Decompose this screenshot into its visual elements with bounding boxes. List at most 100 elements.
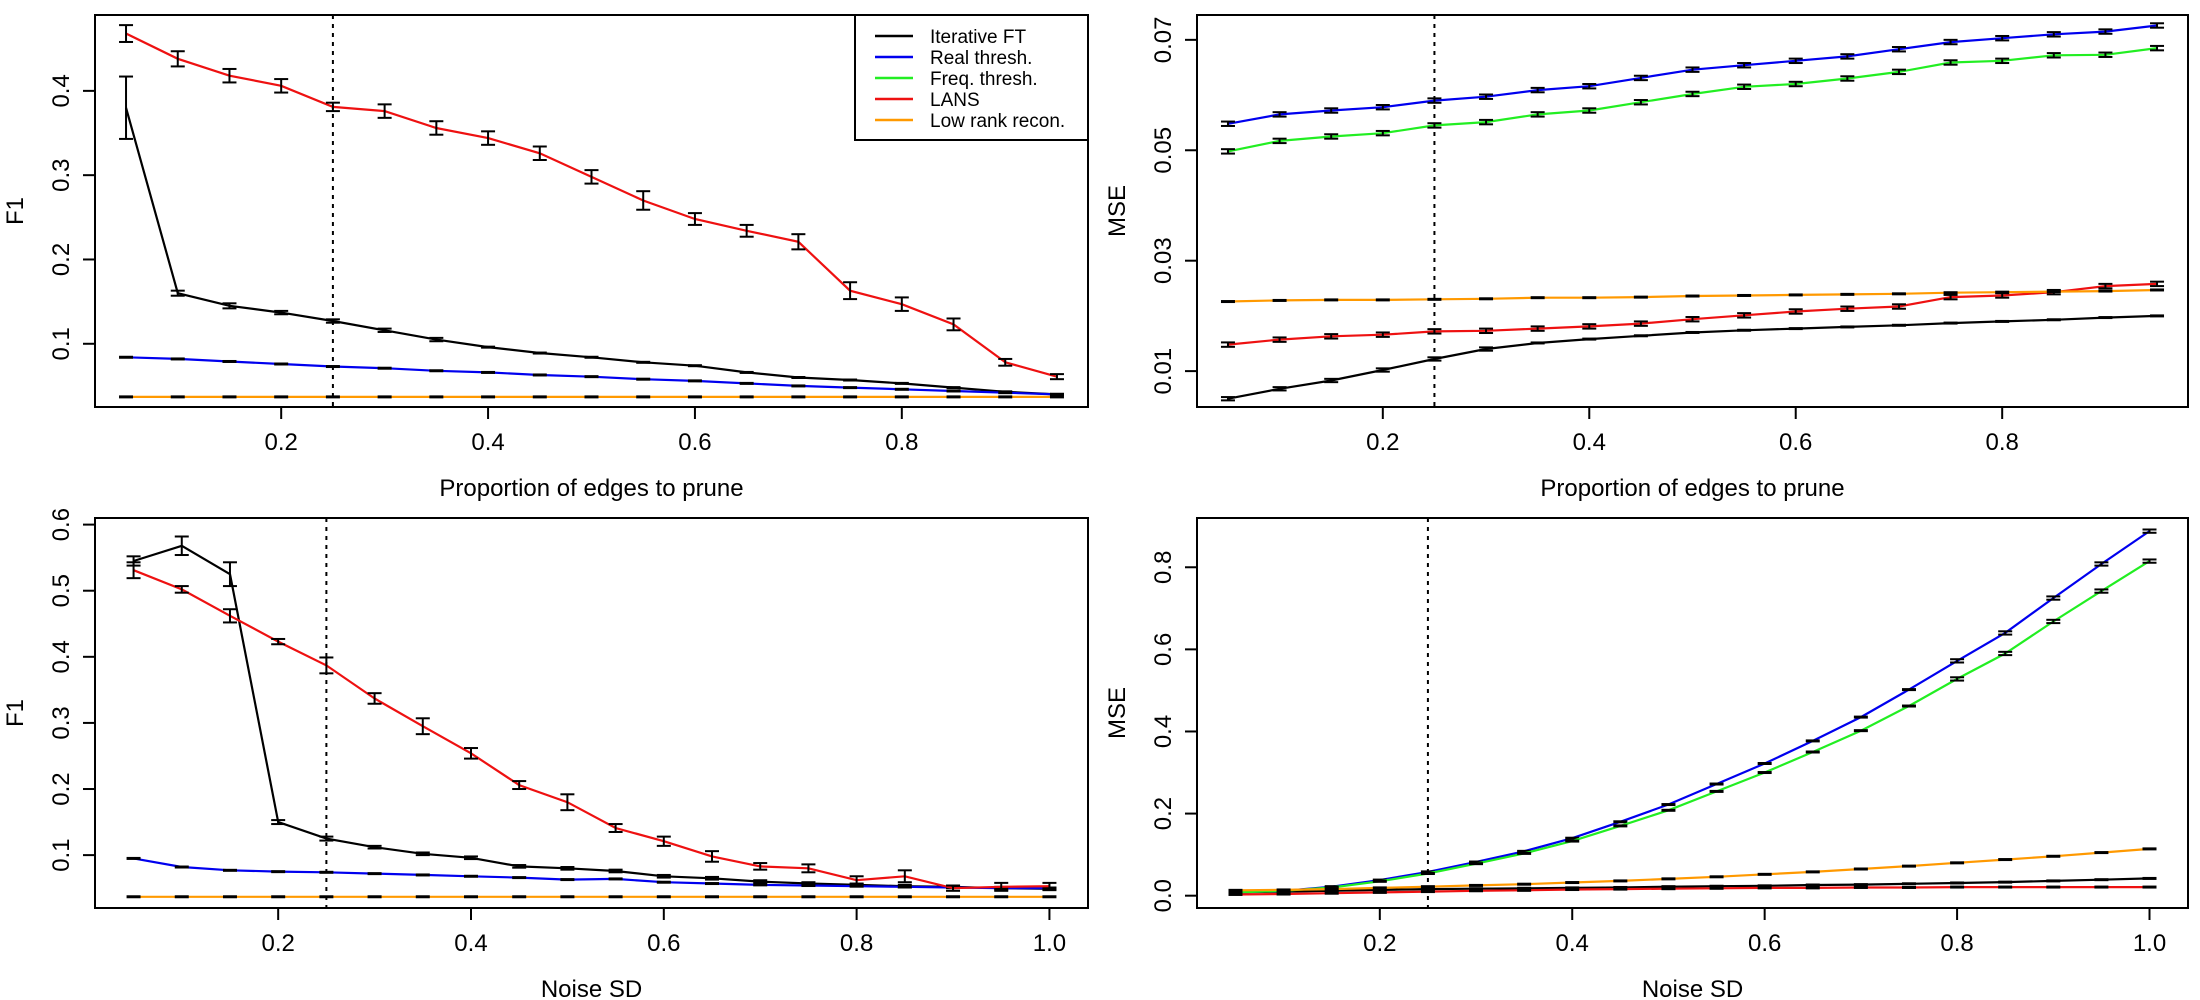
y-tick-label: 0.3 xyxy=(48,706,75,739)
error-bar xyxy=(2150,280,2165,288)
series-freq-thresh xyxy=(1220,44,2165,155)
error-bar xyxy=(222,608,237,624)
error-bar xyxy=(1582,83,1597,90)
x-tick-label: 0.2 xyxy=(265,429,298,456)
error-bar xyxy=(1530,111,1545,118)
error-bar xyxy=(170,289,185,297)
error-bar xyxy=(1943,59,1958,66)
series-line-low-rank-recon xyxy=(1235,847,2150,892)
error-bar xyxy=(998,357,1013,367)
y-tick-label: 0.4 xyxy=(1150,715,1177,748)
y-tick-label: 0.2 xyxy=(48,772,75,805)
error-bar xyxy=(608,868,623,874)
error-bar xyxy=(1427,122,1442,129)
error-bar xyxy=(1272,336,1287,343)
error-bar xyxy=(705,875,720,881)
series-line-iterative-ft xyxy=(1235,877,2150,894)
error-bar xyxy=(636,190,651,211)
series-freq-thresh xyxy=(1228,558,2157,894)
x-tick-label: 0.4 xyxy=(471,429,504,456)
error-bar xyxy=(1950,658,1965,664)
error-bar xyxy=(608,823,623,833)
error-bar xyxy=(367,844,382,850)
error-bar xyxy=(1375,103,1390,111)
series-lans xyxy=(126,561,1057,892)
error-bar xyxy=(843,281,858,301)
error-bar xyxy=(946,317,961,332)
error-bar xyxy=(705,850,720,863)
plot-frame xyxy=(1196,517,2189,909)
error-bar xyxy=(119,24,134,43)
error-bar xyxy=(2046,595,2061,601)
x-axis-label: Noise SD xyxy=(541,976,642,1000)
error-bar xyxy=(271,637,286,646)
error-bar xyxy=(1324,333,1339,340)
error-bar xyxy=(801,863,816,874)
error-bar xyxy=(1324,133,1339,140)
error-bar xyxy=(222,561,237,588)
error-bar xyxy=(1950,676,1965,682)
series-line-real-thresh xyxy=(133,857,1050,890)
error-bar xyxy=(1685,316,1700,323)
error-bar xyxy=(325,318,340,324)
y-tick-label: 0.5 xyxy=(48,574,75,607)
chart-panel-top-right: 0.2 0.4 0.6 0.8 0.01 0.03 0.05 0.07 Proportion o… xyxy=(1104,14,2189,502)
error-bar xyxy=(753,879,768,884)
error-bar xyxy=(1220,396,1235,402)
error-bar xyxy=(1479,346,1494,352)
y-tick-label: 0.0 xyxy=(1150,879,1177,912)
error-bar xyxy=(1633,99,1648,106)
error-bar xyxy=(560,866,575,871)
error-bar xyxy=(2094,588,2109,594)
error-bar xyxy=(2094,561,2109,567)
error-bar xyxy=(1375,331,1390,338)
y-tick-label: 0.2 xyxy=(1150,797,1177,830)
error-bar xyxy=(512,780,527,791)
error-bar xyxy=(463,747,478,760)
error-bar xyxy=(2046,618,2061,625)
error-bar xyxy=(126,561,141,580)
error-bar xyxy=(656,835,671,847)
error-bar xyxy=(584,169,599,185)
legend-entry-low-rank-recon: Low rank recon. xyxy=(875,111,1065,132)
error-bar xyxy=(377,103,392,119)
series-real-thresh xyxy=(126,856,1057,890)
error-bar xyxy=(2142,528,2157,534)
error-bar xyxy=(1737,62,1752,69)
x-tick-label: 0.4 xyxy=(1573,429,1606,456)
x-tick-label: 0.8 xyxy=(840,930,873,957)
y-tick-label: 0.6 xyxy=(48,508,75,541)
x-tick-label: 1.0 xyxy=(1033,930,1066,957)
y-tick-label: 0.03 xyxy=(1150,237,1177,284)
error-bar xyxy=(1220,341,1235,348)
series-line-lans xyxy=(1235,885,2150,896)
error-bar xyxy=(1737,83,1752,90)
y-tick-label: 0.8 xyxy=(1150,551,1177,584)
error-bar xyxy=(1998,650,2013,657)
error-bar xyxy=(1479,327,1494,335)
y-tick-label: 0.3 xyxy=(48,158,75,191)
y-axis-label: MSE xyxy=(1104,185,1131,237)
error-bar xyxy=(174,585,189,594)
x-tick-label: 0.6 xyxy=(1748,930,1781,957)
error-bar xyxy=(656,873,671,879)
error-bar xyxy=(2142,558,2157,564)
series-line-real-thresh xyxy=(1235,530,2151,894)
error-bar xyxy=(512,864,527,869)
y-tick-label: 0.2 xyxy=(48,243,75,276)
error-bar xyxy=(1324,377,1339,384)
error-bar xyxy=(1049,373,1064,381)
x-tick-label: 0.2 xyxy=(1363,930,1396,957)
error-bar xyxy=(532,145,547,161)
error-bar xyxy=(1272,386,1287,392)
error-bar xyxy=(1840,305,1855,312)
error-bar xyxy=(2046,31,2061,38)
error-bar xyxy=(1788,308,1803,315)
error-bar xyxy=(325,101,340,113)
x-tick-label: 0.6 xyxy=(678,429,711,456)
y-tick-label: 0.4 xyxy=(48,640,75,673)
legend-label: Freq. thresh. xyxy=(930,69,1038,90)
error-bar xyxy=(2098,282,2113,290)
error-bar xyxy=(2150,22,2165,29)
